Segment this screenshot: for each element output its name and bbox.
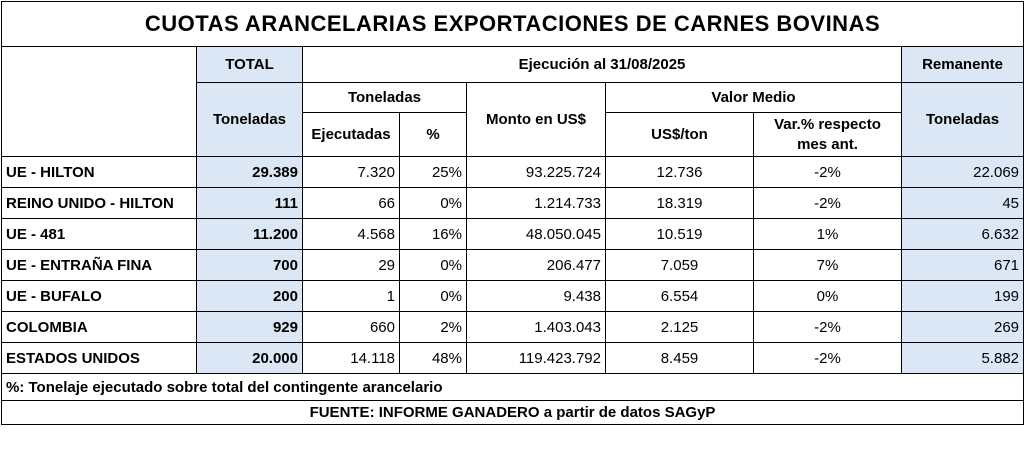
- row-name: COLOMBIA: [1, 311, 197, 343]
- row-remanente: 199: [900, 280, 1024, 312]
- row-var: 1%: [753, 218, 902, 250]
- row-monto: 93.225.724: [466, 156, 606, 188]
- row-name: UE - BUFALO: [1, 280, 197, 312]
- row-total: 111: [196, 187, 303, 219]
- row-total: 20.000: [196, 342, 303, 374]
- footnote: %: Tonelaje ejecutado sobre total del co…: [0, 373, 1024, 401]
- row-name: ESTADOS UNIDOS: [1, 342, 197, 374]
- header-remanente-toneladas: Toneladas: [900, 82, 1024, 157]
- row-pct: 0%: [399, 280, 467, 312]
- header-monto: Monto en US$: [466, 82, 606, 157]
- header-toneladas: Toneladas: [302, 82, 467, 113]
- table-row: UE - BUFALO 200 1 0% 9.438 6.554 0% 199: [1, 280, 1024, 312]
- source-line: FUENTE: INFORME GANADERO a partir de dat…: [0, 400, 1024, 425]
- header-ejecutadas: Ejecutadas: [302, 112, 400, 157]
- table-row: COLOMBIA 929 660 2% 1.403.043 2.125 -2% …: [1, 311, 1024, 343]
- row-var: -2%: [753, 156, 902, 188]
- row-usd-ton: 12.736: [605, 156, 754, 188]
- row-usd-ton: 8.459: [605, 342, 754, 374]
- row-ejecutadas: 7.320: [302, 156, 400, 188]
- row-ejecutadas: 4.568: [302, 218, 400, 250]
- header-total: TOTAL: [196, 46, 303, 83]
- row-remanente: 5.882: [900, 342, 1024, 374]
- row-name: UE - HILTON: [1, 156, 197, 188]
- row-var: -2%: [753, 311, 902, 343]
- row-total: 11.200: [196, 218, 303, 250]
- row-pct: 16%: [399, 218, 467, 250]
- header-remanente: Remanente: [900, 46, 1024, 83]
- header-var-pct: Var.% respecto mes ant.: [753, 112, 902, 157]
- row-var: 7%: [753, 249, 902, 281]
- table-row: ESTADOS UNIDOS 20.000 14.118 48% 119.423…: [1, 342, 1024, 374]
- row-pct: 2%: [399, 311, 467, 343]
- row-var: -2%: [753, 187, 902, 219]
- row-var: -2%: [753, 342, 902, 374]
- row-monto: 48.050.045: [466, 218, 606, 250]
- row-monto: 1.403.043: [466, 311, 606, 343]
- row-remanente: 22.069: [900, 156, 1024, 188]
- row-name: UE - 481: [1, 218, 197, 250]
- row-monto: 119.423.792: [466, 342, 606, 374]
- row-remanente: 6.632: [900, 218, 1024, 250]
- row-ejecutadas: 29: [302, 249, 400, 281]
- header-valor-medio: Valor Medio: [605, 82, 902, 113]
- row-ejecutadas: 14.118: [302, 342, 400, 374]
- row-usd-ton: 7.059: [605, 249, 754, 281]
- row-pct: 0%: [399, 187, 467, 219]
- row-pct: 25%: [399, 156, 467, 188]
- row-pct: 48%: [399, 342, 467, 374]
- table-title: CUOTAS ARANCELARIAS EXPORTACIONES DE CAR…: [0, 1, 1024, 47]
- row-var: 0%: [753, 280, 902, 312]
- row-monto: 9.438: [466, 280, 606, 312]
- row-ejecutadas: 1: [302, 280, 400, 312]
- row-pct: 0%: [399, 249, 467, 281]
- row-usd-ton: 18.319: [605, 187, 754, 219]
- quota-table: CUOTAS ARANCELARIAS EXPORTACIONES DE CAR…: [0, 1, 1024, 425]
- row-remanente: 269: [900, 311, 1024, 343]
- table-row: UE - ENTRAÑA FINA 700 29 0% 206.477 7.05…: [1, 249, 1024, 281]
- header-total-toneladas: Toneladas: [196, 82, 303, 157]
- row-ejecutadas: 660: [302, 311, 400, 343]
- row-total: 929: [196, 311, 303, 343]
- row-name: REINO UNIDO - HILTON: [1, 187, 197, 219]
- row-total: 200: [196, 280, 303, 312]
- table-row: UE - 481 11.200 4.568 16% 48.050.045 10.…: [1, 218, 1024, 250]
- header-usd-ton: US$/ton: [605, 112, 754, 157]
- row-usd-ton: 2.125: [605, 311, 754, 343]
- row-name: UE - ENTRAÑA FINA: [1, 249, 197, 281]
- row-total: 700: [196, 249, 303, 281]
- row-ejecutadas: 66: [302, 187, 400, 219]
- row-monto: 1.214.733: [466, 187, 606, 219]
- header-pct: %: [399, 112, 467, 157]
- row-usd-ton: 6.554: [605, 280, 754, 312]
- table-row: REINO UNIDO - HILTON 111 66 0% 1.214.733…: [1, 187, 1024, 219]
- row-total: 29.389: [196, 156, 303, 188]
- header-ejecucion: Ejecución al 31/08/2025: [302, 46, 902, 83]
- row-remanente: 45: [900, 187, 1024, 219]
- row-remanente: 671: [900, 249, 1024, 281]
- header-empty-cell: [1, 46, 197, 157]
- table-row: UE - HILTON 29.389 7.320 25% 93.225.724 …: [1, 156, 1024, 188]
- row-monto: 206.477: [466, 249, 606, 281]
- row-usd-ton: 10.519: [605, 218, 754, 250]
